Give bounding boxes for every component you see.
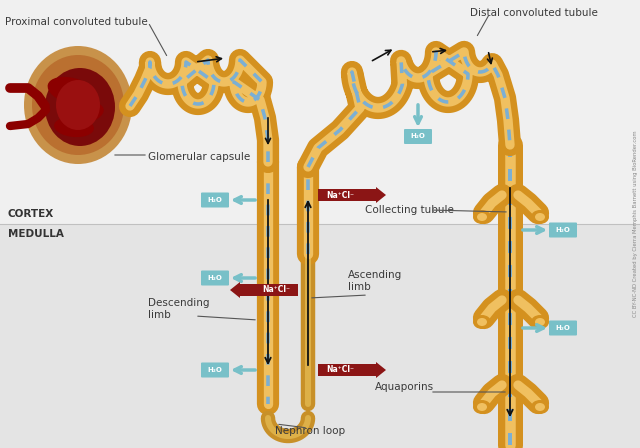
- Text: MEDULLA: MEDULLA: [8, 229, 64, 239]
- Ellipse shape: [535, 403, 545, 411]
- Text: H₂O: H₂O: [411, 134, 426, 139]
- FancyArrow shape: [318, 362, 386, 378]
- Text: Ascending
limb: Ascending limb: [348, 270, 403, 292]
- Text: Na⁺Cl⁻: Na⁺Cl⁻: [262, 285, 290, 294]
- FancyBboxPatch shape: [201, 193, 229, 207]
- Text: H₂O: H₂O: [556, 227, 570, 233]
- Ellipse shape: [473, 400, 491, 414]
- Ellipse shape: [535, 318, 545, 326]
- Text: Nephron loop: Nephron loop: [275, 426, 345, 436]
- FancyArrow shape: [230, 282, 298, 298]
- Ellipse shape: [54, 117, 94, 137]
- FancyArrow shape: [318, 187, 386, 203]
- Ellipse shape: [32, 55, 124, 155]
- Text: Glomerular capsule: Glomerular capsule: [148, 152, 250, 162]
- Ellipse shape: [531, 315, 549, 329]
- Text: Na⁺Cl⁻: Na⁺Cl⁻: [326, 190, 354, 199]
- Text: Aquaporins: Aquaporins: [375, 382, 434, 392]
- Ellipse shape: [473, 315, 491, 329]
- Text: CC BY-NC-ND Created by Cierra Memphis Barnett using BioRender.com: CC BY-NC-ND Created by Cierra Memphis Ba…: [634, 131, 639, 317]
- Text: H₂O: H₂O: [556, 325, 570, 331]
- Text: H₂O: H₂O: [207, 275, 223, 281]
- Text: Na⁺Cl⁻: Na⁺Cl⁻: [326, 366, 354, 375]
- Ellipse shape: [24, 46, 132, 164]
- FancyBboxPatch shape: [549, 320, 577, 336]
- Text: Distal convoluted tubule: Distal convoluted tubule: [470, 8, 598, 18]
- Ellipse shape: [477, 403, 487, 411]
- Ellipse shape: [535, 213, 545, 221]
- Text: Descending
limb: Descending limb: [148, 298, 209, 319]
- Ellipse shape: [56, 80, 100, 130]
- Ellipse shape: [477, 213, 487, 221]
- Text: Proximal convoluted tubule: Proximal convoluted tubule: [5, 17, 148, 27]
- Ellipse shape: [60, 102, 104, 125]
- Ellipse shape: [477, 318, 487, 326]
- Ellipse shape: [531, 400, 549, 414]
- FancyBboxPatch shape: [549, 223, 577, 237]
- Text: H₂O: H₂O: [207, 197, 223, 203]
- FancyBboxPatch shape: [201, 271, 229, 285]
- Ellipse shape: [47, 77, 97, 105]
- Ellipse shape: [473, 210, 491, 224]
- FancyBboxPatch shape: [404, 129, 432, 144]
- Text: CORTEX: CORTEX: [8, 209, 54, 219]
- Text: Collecting tubule: Collecting tubule: [365, 205, 454, 215]
- FancyBboxPatch shape: [201, 362, 229, 378]
- Text: H₂O: H₂O: [207, 367, 223, 373]
- Ellipse shape: [45, 68, 115, 146]
- Bar: [0, 0, 640, 224]
- Bar: [0, 224, 640, 448]
- Ellipse shape: [531, 210, 549, 224]
